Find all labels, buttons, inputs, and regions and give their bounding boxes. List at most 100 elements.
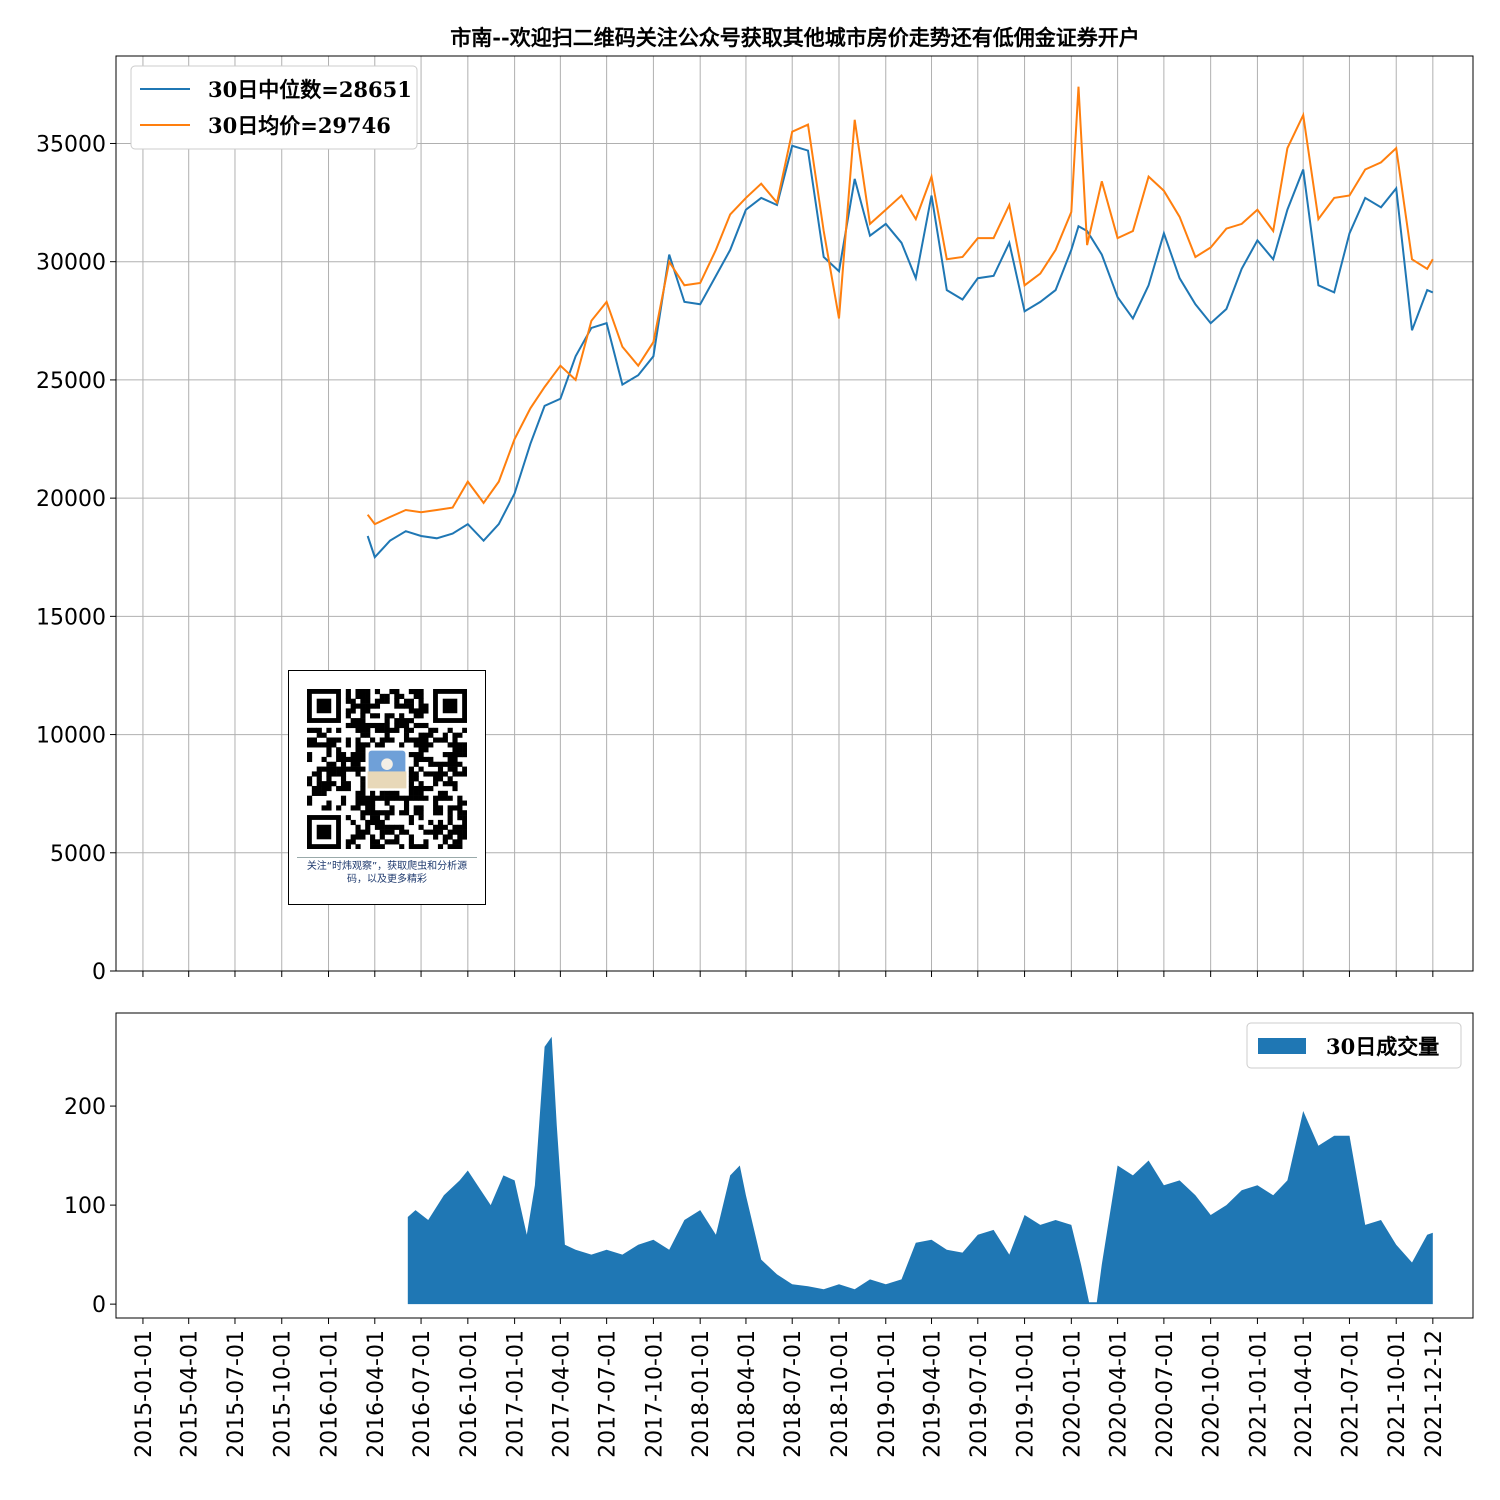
qr-module-50 xyxy=(423,708,429,714)
qr-module-67 xyxy=(408,718,414,724)
qr-module-405 xyxy=(447,829,453,835)
qr-module-266 xyxy=(326,785,332,792)
qr-module-150 xyxy=(428,742,434,748)
qr-module-338 xyxy=(437,805,444,811)
qr-module-74 xyxy=(374,722,381,729)
x-tick-label-25: 2021-04-01 xyxy=(1292,1330,1317,1458)
qr-module-13 xyxy=(365,693,371,699)
qr-module-383 xyxy=(389,824,395,830)
qr-module-206 xyxy=(316,766,322,772)
qr-module-97 xyxy=(408,727,414,733)
x-tick-label-13: 2018-04-01 xyxy=(735,1330,760,1458)
qr-module-440 xyxy=(413,844,419,849)
qr-module-122 xyxy=(379,737,385,743)
qr-module-342 xyxy=(360,810,366,816)
qr-module-173 xyxy=(418,752,424,758)
qr-module-334 xyxy=(403,805,410,811)
qr-module-247 xyxy=(437,776,444,782)
qr-module-232 xyxy=(428,771,434,777)
price-y-axis: 0 5000 10000 15000 20000 25000 30000 35000 xyxy=(36,132,116,985)
qr-module-336 xyxy=(418,805,424,811)
qr-module-301 xyxy=(389,795,395,801)
qr-module-221 xyxy=(462,766,467,772)
x-tick-label-23: 2020-10-01 xyxy=(1200,1330,1225,1458)
qr-module-88 xyxy=(355,727,361,733)
qr-module-25 xyxy=(379,698,385,704)
qr-module-432 xyxy=(457,839,463,845)
qr-module-310 xyxy=(437,795,444,801)
price-y-tick-label-4: 20000 xyxy=(36,487,106,512)
qr-module-12 xyxy=(360,693,366,699)
qr-module-15 xyxy=(384,693,390,699)
qr-module-238 xyxy=(462,771,467,777)
qr-module-445 xyxy=(452,844,458,849)
price-legend-frame xyxy=(130,65,418,150)
qr-module-264 xyxy=(316,785,322,792)
qr-module-176 xyxy=(452,752,458,758)
qr-module-265 xyxy=(321,785,327,792)
qr-module-339 xyxy=(447,805,453,811)
qr-module-297 xyxy=(370,795,376,801)
qr-module-64 xyxy=(394,718,400,724)
qr-module-69 xyxy=(350,722,356,729)
qr-module-94 xyxy=(389,727,395,733)
qr-module-144 xyxy=(374,742,381,748)
qr-module-19 xyxy=(418,693,424,699)
qr-module-426 xyxy=(389,839,395,845)
qr-module-47 xyxy=(408,708,414,714)
x-tick-label-4: 2016-01-01 xyxy=(318,1330,343,1458)
qr-module-413 xyxy=(379,834,385,840)
qr-module-30 xyxy=(418,698,424,704)
qr-module-431 xyxy=(452,839,458,845)
mean-legend-label: 30日均价=29746 xyxy=(208,113,391,138)
qr-module-217 xyxy=(418,766,424,772)
qr-module-391 xyxy=(457,824,463,830)
qr-module-202 xyxy=(442,761,448,767)
qr-module-41 xyxy=(418,703,424,709)
qr-module-428 xyxy=(408,839,414,845)
qr-module-289 xyxy=(418,790,424,796)
qr-module-359 xyxy=(360,815,366,821)
qr-module-33 xyxy=(360,703,366,709)
qr-module-260 xyxy=(442,781,448,787)
price-y-tick-label-1: 5000 xyxy=(50,842,106,867)
qr-module-141 xyxy=(355,742,361,748)
qr-module-128 xyxy=(418,737,424,743)
qr-module-312 xyxy=(447,795,453,801)
qr-module-324 xyxy=(457,800,463,806)
qr-module-362 xyxy=(384,815,390,821)
qr-module-256 xyxy=(360,781,366,787)
qr-module-114 xyxy=(307,737,313,743)
qr-module-379 xyxy=(365,824,371,830)
qr-module-444 xyxy=(447,844,453,849)
qr-module-116 xyxy=(326,737,332,743)
x-tick-label-2: 2015-07-01 xyxy=(224,1330,249,1458)
qr-module-343 xyxy=(365,810,371,816)
qr-module-147 xyxy=(413,742,419,748)
qr-module-406 xyxy=(452,829,458,835)
qr-module-277 xyxy=(311,790,317,796)
qr-module-121 xyxy=(370,737,376,743)
qr-module-372 xyxy=(379,819,385,826)
qr-module-314 xyxy=(307,800,313,806)
price-y-tick-label-7: 35000 xyxy=(36,132,106,157)
qr-module-203 xyxy=(447,761,453,767)
qr-module-332 xyxy=(370,805,376,811)
x-tick-label-16: 2019-01-01 xyxy=(875,1330,900,1458)
qr-module-408 xyxy=(462,829,467,835)
qr-module-410 xyxy=(355,834,361,840)
qr-module-434 xyxy=(355,844,361,849)
qr-module-17 xyxy=(399,693,405,699)
qr-module-183 xyxy=(345,756,351,763)
qr-module-380 xyxy=(374,824,381,830)
qr-module-272 xyxy=(413,785,419,792)
qr-module-222 xyxy=(311,771,317,777)
qr-module-404 xyxy=(437,829,444,835)
price-y-tick-label-3: 15000 xyxy=(36,605,106,630)
qr-module-302 xyxy=(394,795,400,801)
qr-module-420 xyxy=(462,834,467,840)
qr-module-86 xyxy=(326,727,332,733)
qr-module-106 xyxy=(384,732,390,738)
qr-module-261 xyxy=(447,781,453,787)
qr-module-399 xyxy=(399,829,405,835)
